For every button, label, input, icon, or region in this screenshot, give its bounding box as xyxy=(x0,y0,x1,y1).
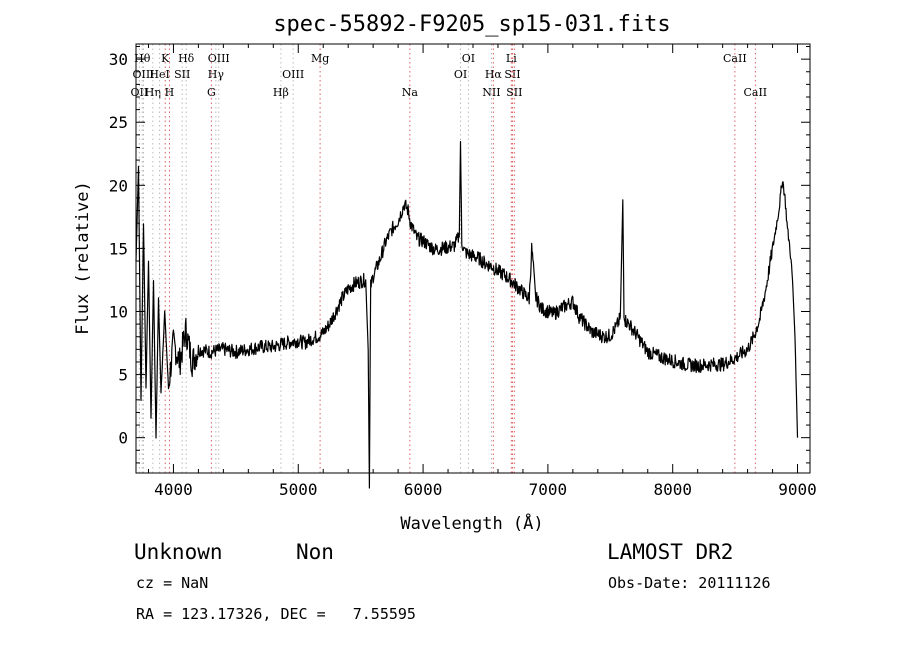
line-label-18: NII xyxy=(482,86,500,99)
y-axis-ticks: 0 5 10 15 20 25 30 xyxy=(109,46,810,464)
line-label-9: G xyxy=(207,86,216,99)
line-label-12: Hβ xyxy=(273,86,289,99)
x-axis-ticks: 4000 5000 6000 7000 8000 9000 xyxy=(147,44,817,499)
line-label-16: OI xyxy=(454,68,467,81)
x-axis-label: Wavelength (Å) xyxy=(400,512,543,534)
line-label-6: H xyxy=(165,86,175,99)
coordinates-label: RA = 123.17326, DEC = 7.55595 xyxy=(136,605,416,623)
class-label: Unknown xyxy=(134,540,223,564)
line-label-8: Hδ xyxy=(178,52,195,65)
x-tick-label: 4000 xyxy=(154,480,193,499)
plot-frame xyxy=(135,43,811,474)
x-tick-label: 6000 xyxy=(404,480,443,499)
line-label-11: OIII xyxy=(208,52,230,65)
y-axis-label: Flux (relative) xyxy=(73,181,93,335)
y-tick-label: 5 xyxy=(118,366,128,385)
line-label-2: OIII xyxy=(132,68,154,81)
line-label-3: Hη xyxy=(145,86,161,99)
line-label-10: Hγ xyxy=(208,68,225,81)
line-label-1: Hθ xyxy=(134,52,151,65)
line-label-20: Li xyxy=(506,52,517,65)
line-label-19: Hα xyxy=(485,68,503,81)
subclass-label: Non xyxy=(296,540,334,564)
y-tick-label: 25 xyxy=(109,113,128,132)
survey-label: LAMOST DR2 xyxy=(607,540,734,564)
spectrum-line xyxy=(135,141,799,489)
x-tick-label: 9000 xyxy=(778,480,817,499)
line-label-21: SII xyxy=(504,68,520,81)
obs-date-label: Obs-Date: 20111126 xyxy=(608,574,771,592)
line-label-23: CaII xyxy=(723,52,747,65)
y-tick-label: 0 xyxy=(118,429,128,448)
y-tick-label: 10 xyxy=(109,302,128,321)
line-label-15: Na xyxy=(402,86,419,99)
line-label-5: K xyxy=(161,52,170,65)
y-tick-label: 20 xyxy=(109,176,128,195)
line-label-17: OI xyxy=(462,52,475,65)
line-label-4: HeI xyxy=(149,68,169,81)
x-tick-label: 7000 xyxy=(529,480,568,499)
chart-title: spec-55892-F9205_sp15-031.fits xyxy=(273,12,670,37)
line-label-7: SII xyxy=(174,68,190,81)
line-label-22: SII xyxy=(506,86,522,99)
line-label-14: Mg xyxy=(311,52,329,65)
y-tick-label: 15 xyxy=(109,239,128,258)
line-label-13: OIII xyxy=(282,68,304,81)
spectral-line-markers: OIIHθOIIIHηHeIKHSIIHδGHγOIIIHβOIIIMgNaOI… xyxy=(131,44,767,473)
x-tick-label: 8000 xyxy=(653,480,692,499)
line-label-24: CaII xyxy=(743,86,767,99)
x-tick-label: 5000 xyxy=(279,480,318,499)
redshift-label: cz = NaN xyxy=(136,574,209,592)
y-tick-label: 30 xyxy=(109,50,128,69)
